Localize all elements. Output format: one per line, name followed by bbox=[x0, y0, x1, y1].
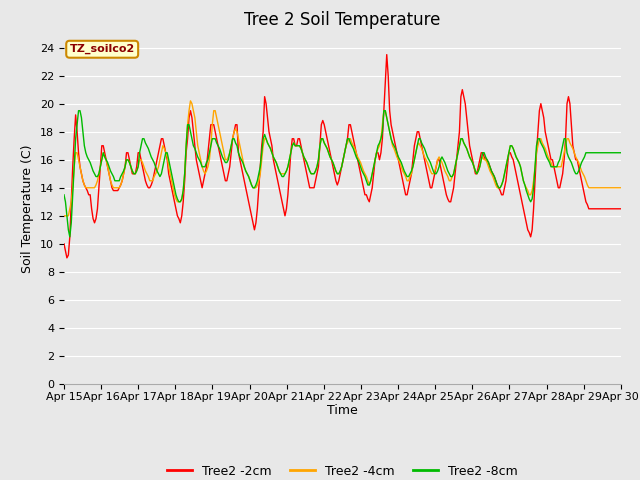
Tree2 -8cm bbox=[617, 150, 625, 156]
Tree2 -8cm bbox=[99, 150, 107, 156]
Tree2 -4cm bbox=[541, 145, 549, 151]
X-axis label: Time: Time bbox=[327, 405, 358, 418]
Line: Tree2 -4cm: Tree2 -4cm bbox=[64, 101, 621, 216]
Tree2 -4cm bbox=[79, 178, 87, 184]
Tree2 -4cm bbox=[60, 213, 68, 219]
Tree2 -8cm bbox=[460, 140, 468, 146]
Tree2 -2cm bbox=[60, 241, 68, 247]
Line: Tree2 -2cm: Tree2 -2cm bbox=[64, 55, 621, 258]
Tree2 -8cm bbox=[75, 108, 83, 114]
Tree2 -4cm bbox=[458, 136, 466, 142]
Tree2 -4cm bbox=[97, 164, 104, 169]
Tree2 -4cm bbox=[348, 140, 356, 146]
Tree2 -8cm bbox=[616, 150, 623, 156]
Tree2 -8cm bbox=[82, 150, 90, 156]
Title: Tree 2 Soil Temperature: Tree 2 Soil Temperature bbox=[244, 11, 440, 29]
Tree2 -2cm bbox=[460, 94, 468, 99]
Tree2 -4cm bbox=[187, 98, 195, 104]
Tree2 -2cm bbox=[543, 136, 550, 142]
Text: TZ_soilco2: TZ_soilco2 bbox=[70, 44, 135, 54]
Tree2 -4cm bbox=[614, 185, 621, 191]
Y-axis label: Soil Temperature (C): Soil Temperature (C) bbox=[22, 144, 35, 273]
Tree2 -2cm bbox=[81, 182, 88, 188]
Tree2 -4cm bbox=[617, 185, 625, 191]
Tree2 -8cm bbox=[543, 154, 550, 160]
Legend: Tree2 -2cm, Tree2 -4cm, Tree2 -8cm: Tree2 -2cm, Tree2 -4cm, Tree2 -8cm bbox=[162, 460, 523, 480]
Tree2 -2cm bbox=[616, 206, 623, 212]
Tree2 -8cm bbox=[349, 145, 357, 151]
Tree2 -2cm bbox=[617, 206, 625, 212]
Tree2 -2cm bbox=[383, 52, 390, 58]
Tree2 -8cm bbox=[60, 192, 68, 198]
Tree2 -8cm bbox=[66, 234, 74, 240]
Tree2 -2cm bbox=[63, 255, 71, 261]
Tree2 -2cm bbox=[98, 143, 106, 149]
Tree2 -2cm bbox=[348, 129, 356, 134]
Line: Tree2 -8cm: Tree2 -8cm bbox=[64, 111, 621, 237]
